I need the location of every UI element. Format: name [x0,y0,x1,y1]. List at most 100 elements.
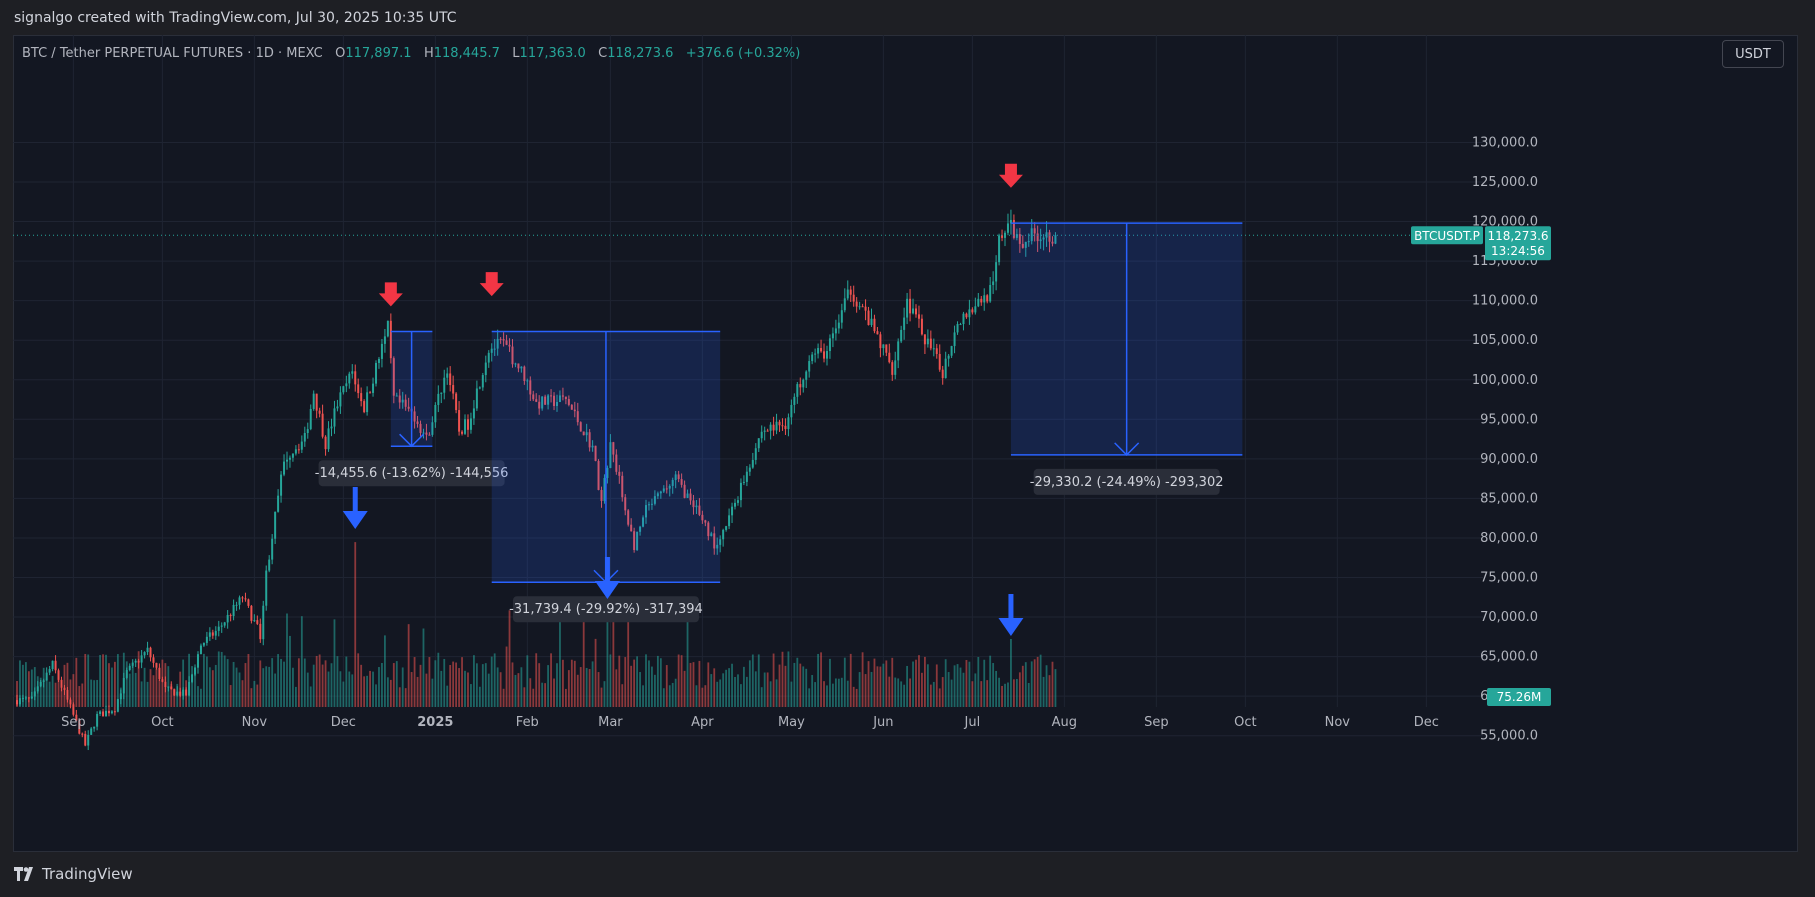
volume-bar [541,682,544,707]
volume-bar [69,679,72,707]
candle-body [538,401,541,409]
close-value: 118,273.6 [607,46,674,61]
volume-bar [125,661,128,707]
candle-body [989,285,992,302]
candle-body [84,733,87,746]
price-tick-label: 100,000.0 [1472,373,1538,388]
volume-bar [606,596,609,707]
price-tick-label: 120,000.0 [1472,215,1538,230]
measure-label: -14,455.6 (-13.62%) -144,556 [315,466,509,481]
candle-body [99,711,102,714]
candle-body [742,481,745,483]
volume-bar [416,676,419,707]
candle-body [935,348,938,354]
volume-bar [437,652,440,707]
volume-bar [864,674,867,707]
candle-body [1042,237,1045,240]
time-tick-label: Nov [242,715,268,730]
volume-bar [170,683,173,707]
volume-bar [1042,676,1045,707]
volume-bar [748,660,751,707]
volume-bar [594,638,597,707]
candle-body [950,346,953,356]
candle-body [413,411,416,422]
candlestick-chart[interactable]: -14,455.6 (-13.62%) -144,556 -31,739.4 (-… [13,35,1798,852]
volume-bar [968,661,971,707]
candle-body [51,660,54,670]
candle-body [944,358,947,379]
volume-bar [662,688,665,707]
volume-bar [419,664,422,707]
bottom-bar [0,852,1815,897]
candle-body [158,667,161,680]
volume-bar [630,665,633,707]
tradingview-logo[interactable]: TradingView [14,865,133,883]
candle-body [78,720,81,734]
volume-bar [814,682,817,707]
volume-bar [398,687,401,707]
candle-body [389,320,392,359]
candle-body [333,408,336,427]
candle-body [710,533,713,537]
candle-body [603,477,606,501]
candle-body [425,432,428,435]
volume-bar [140,681,143,707]
volume-bar [369,670,371,707]
candle-body [778,421,781,426]
candle-body [502,339,505,341]
candle-body [846,289,849,299]
volume-bar [167,666,170,707]
volume-bar [754,671,757,707]
change-value: +376.6 (+0.32%) [685,46,801,61]
volume-bar [182,659,185,707]
volume-bar [648,660,650,707]
volume-bar [808,688,811,707]
volume-bar [508,610,511,707]
candle-body [817,348,820,354]
volume-bar [766,672,769,707]
volume-bar [716,681,719,707]
candle-body [621,475,624,498]
volume-bar [119,687,122,707]
candle-body [998,235,1001,263]
candle-body [1054,235,1057,244]
volume-bar [775,679,778,707]
volume-bar [547,665,549,707]
price-tick-label: 95,000.0 [1480,412,1538,427]
candle-body [722,529,725,540]
candle-body [449,373,452,386]
volume-bar [99,655,101,707]
volume-bar [671,682,674,707]
candle-body [701,514,704,521]
volume-bar [591,661,594,707]
red-down-arrow-icon [378,282,403,307]
volume-bar [375,684,377,707]
chart-frame [13,35,1798,852]
volume-bar [161,659,164,707]
currency-button[interactable]: USDT [1722,40,1784,68]
candle-body [458,410,461,432]
candle-body [407,406,410,409]
price-tick-label: 85,000.0 [1480,491,1538,506]
candle-body [469,418,472,430]
volume-bar [974,673,977,707]
candle-body [553,395,556,406]
tradingview-icon [14,867,33,881]
candle-body [1001,235,1004,238]
volume-bar [520,667,523,707]
candle-body [567,399,570,405]
volume-bar [526,655,529,707]
volume-bar [384,635,386,707]
candle-body [686,493,689,498]
volume-bar [45,678,48,707]
candle-body [437,393,440,405]
high-value: 118,445.7 [433,46,500,61]
volume-bar [947,672,950,707]
candle-body [1021,243,1024,248]
candle-body [1033,228,1036,234]
candle-body [692,500,695,508]
candle-body [837,322,840,329]
candle-body [820,348,823,352]
candle-body [541,396,544,409]
ohlc-legend: BTC / Tether PERPETUAL FUTURES · 1D · ME… [22,46,800,61]
